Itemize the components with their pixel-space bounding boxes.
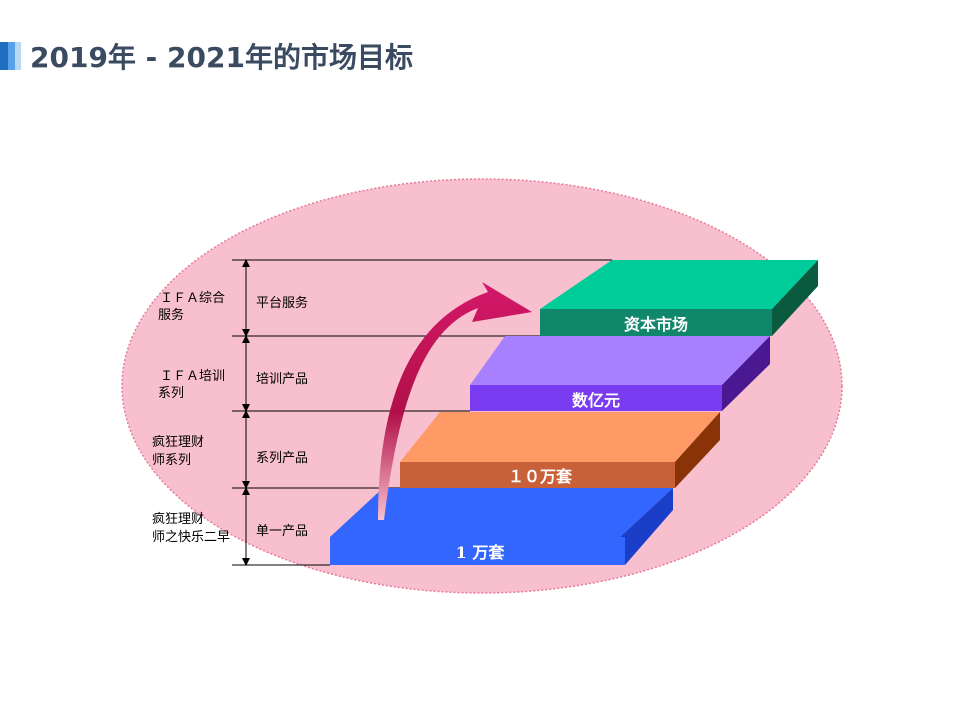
step-4-label: 资本市场 <box>624 315 688 334</box>
step-4-block: 资本市场 <box>540 260 818 336</box>
step-1-block: 1 万套 <box>330 488 673 565</box>
step-2-top <box>400 412 720 462</box>
level-2-left-line1: ＩＦＡ培训 <box>160 368 225 384</box>
step-2-front <box>400 462 675 488</box>
step-2-block: １０万套 <box>400 412 720 488</box>
growth-arrow-icon <box>378 282 532 520</box>
guide-lines <box>232 259 612 566</box>
step-3-side <box>722 336 770 411</box>
step-4-front <box>540 309 772 336</box>
left-labels: ＩＦＡ综合 服务 ＩＦＡ培训 系列 疯狂理财 师系列 疯狂理财 师之快乐二早 <box>152 291 230 545</box>
step-1-side <box>620 488 673 565</box>
level-4-left-line1: 疯狂理财 <box>152 511 204 527</box>
title-accent-light <box>15 42 21 70</box>
title-accent-dark <box>0 42 8 70</box>
step-4-top <box>540 260 818 309</box>
level-2-middle-label: 培训产品 <box>256 371 308 387</box>
level-4-left-line2: 师之快乐二早 <box>152 530 230 545</box>
level-3-left-line1: 疯狂理财 <box>152 434 204 450</box>
step-3-front <box>470 385 722 411</box>
level-2-left-line2: 系列 <box>158 386 184 401</box>
step-1-top <box>330 488 673 537</box>
level-1-left-line2: 服务 <box>158 307 184 323</box>
step-2-label: １０万套 <box>508 467 573 486</box>
step-2-side <box>675 412 720 488</box>
step-3-label: 数亿元 <box>572 391 620 410</box>
page-title: 2019年 - 2021年的市场目标 <box>30 41 413 74</box>
level-4-middle-label: 单一产品 <box>256 524 308 539</box>
title-accent-mid <box>8 42 15 70</box>
step-3-block: 数亿元 <box>470 336 770 411</box>
middle-labels: 平台服务 培训产品 系列产品 单一产品 <box>256 295 308 539</box>
level-3-left-line2: 师系列 <box>152 453 191 468</box>
level-3-middle-label: 系列产品 <box>256 451 308 466</box>
step-1-front <box>330 537 625 565</box>
step-1-label: 1 万套 <box>456 543 506 562</box>
step-3-top <box>470 336 770 385</box>
level-1-left-line1: ＩＦＡ综合 <box>160 291 225 306</box>
level-1-middle-label: 平台服务 <box>256 295 308 311</box>
step-4-side <box>772 260 818 336</box>
